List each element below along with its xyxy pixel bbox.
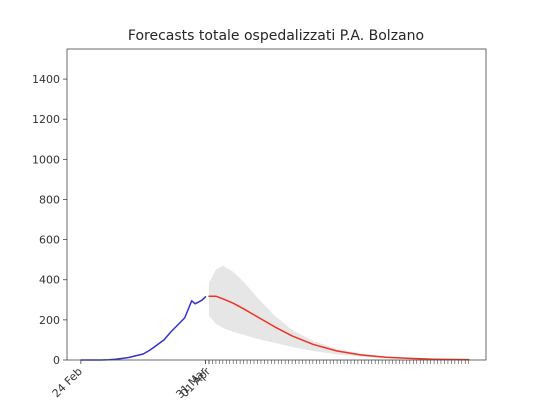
y-tick-label: 0 [53, 354, 60, 367]
y-tick-label: 800 [39, 193, 60, 206]
forecast-band-layer [209, 265, 469, 360]
y-tick-label: 600 [39, 234, 60, 247]
plot-frame [66, 48, 487, 361]
forecast-uncertainty-band [209, 265, 469, 360]
y-tick-label: 200 [39, 314, 60, 327]
forecast-series-line [208, 295, 470, 361]
y-tick-label: 1400 [32, 73, 60, 86]
y-tick-label: 400 [39, 274, 60, 287]
y-tick-label: 1200 [32, 113, 60, 126]
y-tick-label: 1000 [32, 153, 60, 166]
chart-title: Forecasts totale ospedalizzati P.A. Bolz… [128, 28, 424, 44]
